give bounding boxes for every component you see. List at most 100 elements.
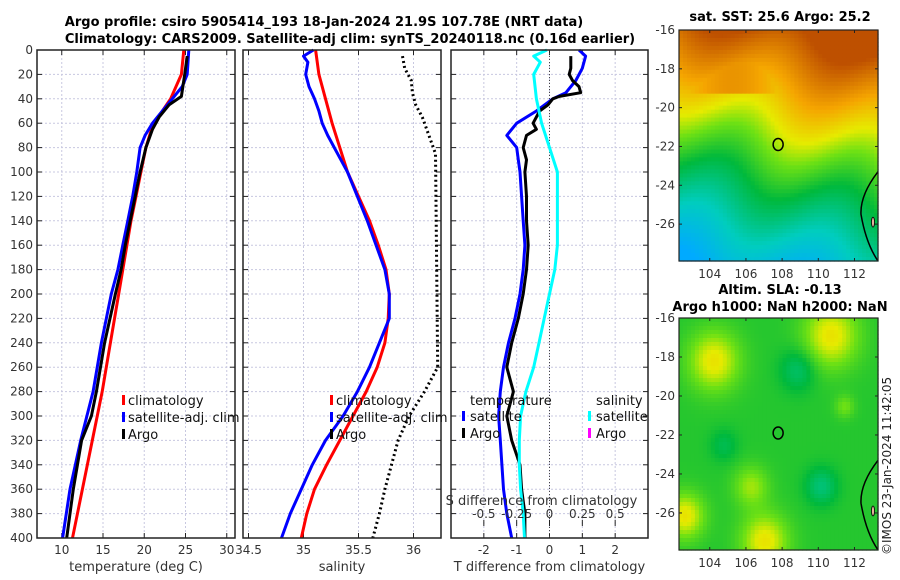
map-cell: [734, 370, 740, 375]
map-cell: [702, 370, 708, 375]
map-cell: [679, 334, 684, 339]
map-cell: [810, 318, 815, 323]
map-cell: [778, 41, 784, 47]
map-cell: [718, 30, 724, 35]
map-cell: [790, 430, 795, 435]
map-cell: [758, 57, 764, 63]
map-cell: [810, 350, 815, 355]
map-cell: [854, 153, 859, 159]
map-cell: [786, 438, 792, 443]
map-cell: [766, 346, 772, 351]
map-cell: [746, 414, 752, 419]
map-cell: [858, 161, 863, 166]
map-cell: [746, 438, 752, 443]
map-cell: [746, 89, 752, 95]
map-cell: [683, 34, 688, 39]
map-cell: [766, 434, 772, 439]
map-cell: [842, 189, 847, 194]
map-cell: [850, 362, 855, 367]
map-cell: [838, 65, 843, 71]
map-cell: [702, 73, 708, 79]
map-cell: [730, 69, 736, 75]
map-cell: [782, 129, 788, 135]
map-cell: [706, 229, 712, 234]
map-cell: [758, 105, 764, 111]
map-cell: [762, 145, 768, 151]
map-cell: [790, 193, 795, 198]
map-cell: [818, 189, 823, 194]
map-cell: [786, 422, 792, 427]
map-cell: [738, 390, 744, 395]
map-cell: [794, 145, 799, 151]
map-cell: [794, 422, 799, 427]
map-cell: [806, 354, 811, 359]
map-cell: [790, 418, 795, 423]
map-cell: [706, 221, 712, 226]
map-cell: [702, 354, 708, 359]
map-cell: [866, 354, 871, 359]
map-cell: [730, 402, 736, 407]
map-cell: [770, 253, 776, 258]
map-cell: [762, 229, 768, 234]
map-cell: [690, 153, 696, 159]
map-cell: [718, 85, 724, 91]
map-cell: [782, 109, 788, 115]
map-cell: [774, 61, 780, 67]
map-cell: [726, 326, 732, 331]
map-cell: [762, 197, 768, 202]
map-cell: [746, 358, 752, 363]
map-cell: [834, 322, 839, 327]
map-cell: [798, 117, 803, 123]
map-cell: [814, 73, 819, 79]
map-cell: [766, 93, 772, 99]
map-cell: [687, 145, 692, 151]
map-cell: [742, 137, 748, 143]
map-cell: [830, 410, 835, 415]
map-cell: [770, 358, 776, 363]
map-cell: [698, 45, 704, 51]
map-cell: [830, 454, 835, 459]
map-cell: [718, 338, 724, 343]
map-cell: [854, 149, 859, 155]
map-cell: [782, 73, 788, 79]
map-cell: [750, 418, 756, 423]
map-cell: [687, 229, 692, 234]
map-cell: [870, 350, 875, 355]
map-cell: [687, 177, 692, 182]
map-cell: [750, 38, 756, 43]
map-cell: [774, 105, 780, 111]
map-cell: [866, 257, 871, 262]
map-cell: [683, 253, 688, 258]
map-cell: [710, 97, 716, 103]
map-cell: [698, 233, 704, 238]
map-cell: [742, 193, 748, 198]
x-tick-label: -1: [511, 543, 523, 557]
map-cell: [778, 342, 784, 347]
map-cell: [774, 161, 780, 166]
map-cell: [826, 326, 831, 331]
map-cell: [718, 318, 724, 323]
map-cell: [842, 85, 847, 91]
map-cell: [798, 185, 803, 190]
map-cell: [698, 350, 704, 355]
map-cell: [734, 430, 740, 435]
map-cell: [726, 41, 732, 47]
map-cell: [774, 430, 780, 435]
y-tick-label: 40: [18, 92, 33, 106]
map-cell: [862, 197, 867, 202]
map-cell: [846, 406, 851, 411]
map-cell: [726, 362, 732, 367]
map-cell: [834, 446, 839, 451]
map-cell: [818, 141, 823, 147]
map-cell: [679, 173, 684, 178]
map-cell: [846, 41, 851, 47]
map-cell: [866, 382, 871, 387]
map-cell: [838, 221, 843, 226]
map-cell: [758, 133, 764, 139]
map-cell: [790, 145, 795, 151]
map-cell: [770, 149, 776, 155]
map-cell: [694, 390, 700, 395]
map-cell: [718, 117, 724, 123]
map-cell: [826, 93, 831, 99]
map-cell: [782, 133, 788, 139]
